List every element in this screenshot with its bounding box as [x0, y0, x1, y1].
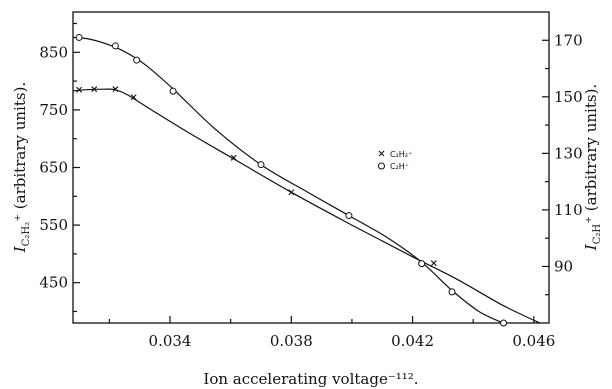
y-left-tick-label: 750: [39, 101, 68, 119]
y-right-title-sub: C₂H: [592, 224, 603, 245]
data-point-c2h2: [430, 260, 437, 267]
y-axis-title-left: IC₂H₂⁺ (arbitrary units).: [11, 82, 32, 253]
y-right-title-suffix: ⁺ (arbitrary units).: [582, 84, 600, 224]
y-right-tick-label: 110: [554, 201, 583, 219]
data-point-c2h: [418, 260, 426, 268]
y-left-tick-label: 650: [39, 159, 68, 177]
series-line-c2h2: [73, 88, 542, 323]
data-point-c2h: [169, 87, 177, 95]
legend-entry-c2h: C₂H⁺: [378, 162, 409, 171]
x-tick-label: 0.038: [270, 332, 313, 350]
legend-cross-marker: [378, 150, 385, 157]
ticks-layer: 0.034 0.038 0.042 0.046 450 550 650 750 850 90 110…: [39, 22, 583, 350]
data-point-c2h: [500, 319, 508, 327]
data-point-c2h2: [130, 94, 137, 101]
y-right-title-main: I: [582, 243, 600, 251]
data-point-c2h: [448, 288, 456, 296]
legend-label-c2h2: C₂H₂⁺: [390, 150, 412, 159]
legend-entry-c2h2: C₂H₂⁺: [378, 150, 412, 159]
y-right-tick-label: 170: [554, 31, 583, 49]
data-point-c2h2: [76, 86, 83, 93]
y-right-tick-label: 90: [554, 257, 573, 275]
data-point-c2h: [345, 212, 353, 220]
markers-layer: [75, 33, 508, 327]
y-right-tick-label: 150: [554, 88, 583, 106]
y-right-tick-label: 130: [554, 144, 583, 162]
data-point-c2h: [133, 56, 141, 64]
y-left-tick-label: 850: [39, 43, 68, 61]
x-tick-label: 0.046: [512, 332, 555, 350]
y-left-title-sub: C₂H₂: [21, 222, 32, 246]
legend-circle-marker: [378, 162, 385, 170]
plot-frame: [72, 11, 550, 324]
data-point-c2h: [257, 161, 265, 169]
series-layer: [73, 36, 542, 323]
x-tick-label: 0.042: [391, 332, 434, 350]
data-point-c2h: [111, 42, 119, 50]
y-left-title-main: I: [11, 245, 29, 253]
y-left-tick-label: 550: [39, 216, 68, 234]
data-point-c2h2: [112, 86, 119, 93]
y-left-title-suffix: ⁺ (arbitrary units).: [11, 82, 29, 222]
data-point-c2h2: [91, 86, 98, 93]
legend-label-c2h: C₂H⁺: [390, 162, 409, 171]
legend: C₂H₂⁺ C₂H⁺: [378, 150, 412, 171]
y-left-tick-label: 450: [39, 274, 68, 292]
series-line-c2h: [73, 36, 505, 323]
data-point-c2h2: [230, 154, 237, 161]
y-axis-title-right: IC₂H⁺ (arbitrary units).: [582, 84, 603, 251]
x-tick-label: 0.034: [149, 332, 192, 350]
x-axis-title: Ion accelerating voltage⁻¹¹².: [203, 370, 418, 388]
data-point-c2h2: [288, 189, 295, 196]
data-point-c2h: [75, 33, 83, 41]
